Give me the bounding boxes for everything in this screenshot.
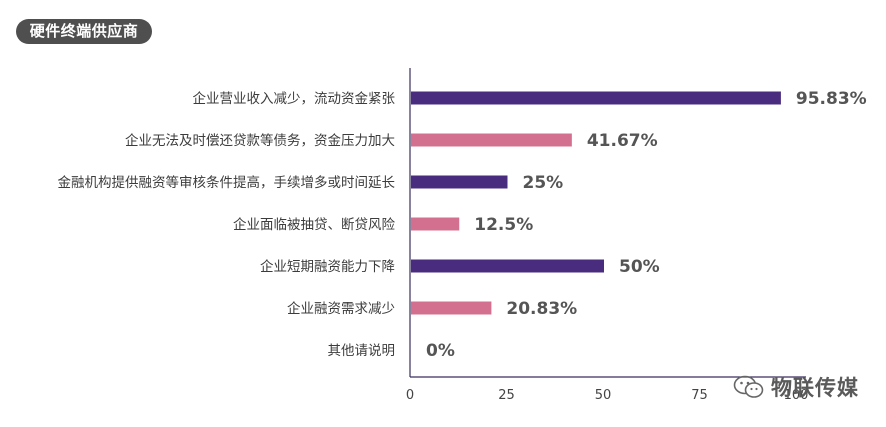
category-label: 企业短期融资能力下降 [260, 258, 395, 275]
value-label: 95.83% [796, 89, 867, 109]
x-tick-label: 0 [406, 388, 414, 403]
category-label: 企业面临被抽贷、断贷风险 [233, 216, 395, 233]
value-label: 50% [619, 257, 660, 277]
value-label: 41.67% [587, 131, 658, 151]
bar [411, 217, 460, 231]
x-tick-label: 50 [595, 388, 612, 403]
watermark: 物联传媒 [733, 370, 859, 404]
watermark-text: 物联传媒 [771, 376, 859, 400]
value-label: 12.5% [474, 215, 533, 235]
value-label: 20.83% [506, 299, 577, 319]
category-label: 企业融资需求减少 [287, 300, 395, 317]
x-tick-label: 25 [498, 388, 515, 403]
category-label: 企业营业收入减少，流动资金紧张 [193, 90, 396, 107]
bar [411, 133, 572, 147]
x-tick-label: 75 [691, 388, 708, 403]
category-label: 企业无法及时偿还贷款等债务，资金压力加大 [125, 132, 395, 149]
category-label: 其他请说明 [328, 343, 396, 359]
bar [411, 175, 508, 189]
wechat-icon [733, 375, 764, 398]
bar [411, 301, 492, 315]
value-label: 0% [426, 341, 455, 361]
bar [411, 91, 781, 105]
category-label: 金融机构提供融资等审核条件提高，手续增多或时间延长 [58, 174, 396, 191]
x-tick-label: 100 [784, 388, 809, 403]
chart-title-badge: 硬件终端供应商 [16, 19, 152, 44]
value-label: 25% [523, 173, 564, 193]
bar [411, 259, 604, 273]
